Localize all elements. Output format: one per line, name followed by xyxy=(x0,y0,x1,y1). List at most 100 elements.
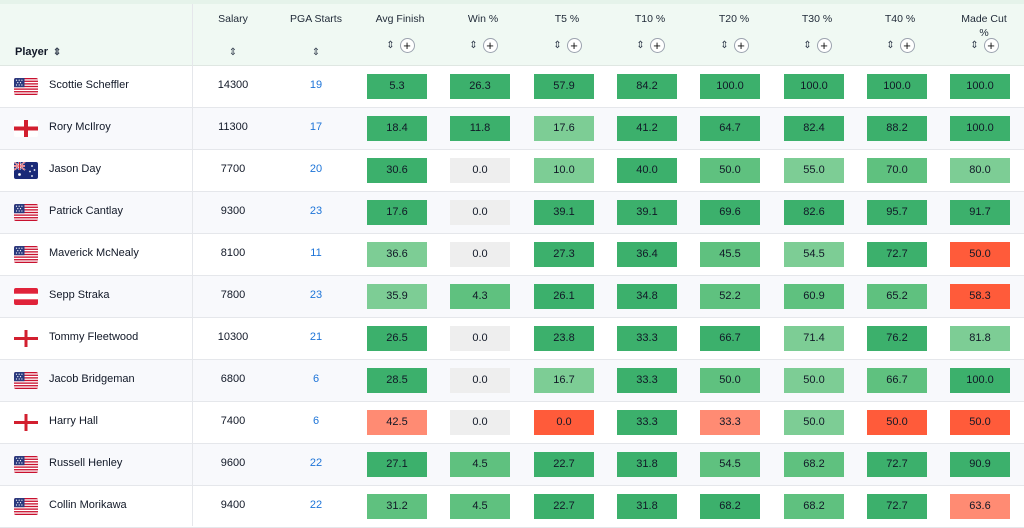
t20-column-header: T20 % ⇕ + xyxy=(694,8,774,53)
player-name[interactable]: Maverick McNealy xyxy=(49,247,139,259)
add-icon[interactable]: + xyxy=(733,38,749,53)
made-cut-cell: 91.7 xyxy=(950,200,1010,225)
pga-starts-link[interactable]: 23 xyxy=(309,289,323,301)
t10-cell: 41.2 xyxy=(617,116,677,141)
sort-icon[interactable]: ⇕ xyxy=(636,39,645,51)
t30-cell: 60.9 xyxy=(784,284,844,309)
sort-icon[interactable]: ⇕ xyxy=(720,39,729,51)
player-name[interactable]: Jacob Bridgeman xyxy=(49,373,135,385)
t30-cell: 82.4 xyxy=(784,116,844,141)
player-name[interactable]: Tommy Fleetwood xyxy=(49,331,139,343)
t20-header-label: T20 % xyxy=(718,13,750,25)
pga-starts-link[interactable]: 21 xyxy=(309,331,323,343)
table-row[interactable]: Tommy Fleetwood 10300 21 26.5 0.0 23.8 33.3 66.… xyxy=(0,318,1024,360)
t30-cell: 100.0 xyxy=(784,74,844,99)
sort-icon[interactable]: ⇕ xyxy=(386,39,395,51)
t40-cell: 70.0 xyxy=(867,158,927,183)
table-row[interactable]: Rory McIlroy 11300 17 18.4 11.8 17.6 41.2 64.7 8… xyxy=(0,108,1024,150)
player-name[interactable]: Harry Hall xyxy=(49,415,98,427)
pga-starts-link[interactable]: 17 xyxy=(309,121,323,133)
t5-cell: 26.1 xyxy=(534,284,594,309)
t40-cell: 95.7 xyxy=(867,200,927,225)
table-row[interactable]: Russell Henley 9600 22 27.1 4.5 22.7 31.8 54.5 6… xyxy=(0,444,1024,486)
sort-icon[interactable]: ⇕ xyxy=(803,39,812,51)
pga-starts-link[interactable]: 6 xyxy=(312,415,320,427)
salary-value: 11300 xyxy=(218,121,248,133)
england-flag-icon xyxy=(14,330,38,347)
made-cut-cell: 100.0 xyxy=(950,74,1010,99)
table-row[interactable]: Sepp Straka 7800 23 35.9 4.3 26.1 34.8 52.2 60.9… xyxy=(0,276,1024,318)
made-cut-cell: 90.9 xyxy=(950,452,1010,477)
add-icon[interactable]: + xyxy=(399,38,415,53)
avg-finish-cell: 36.6 xyxy=(367,242,427,267)
player-name[interactable]: Jason Day xyxy=(49,163,101,175)
player-name[interactable]: Scottie Scheffler xyxy=(49,79,129,91)
table-row[interactable]: Jason Day 7700 20 30.6 0.0 10.0 40.0 50.0 55.0 70… xyxy=(0,150,1024,192)
pga-starts-link[interactable]: 19 xyxy=(309,79,323,91)
pga-starts-link[interactable]: 22 xyxy=(309,457,323,469)
add-icon[interactable]: + xyxy=(566,38,582,53)
pga-starts-link[interactable]: 11 xyxy=(310,247,322,259)
t20-cell: 68.2 xyxy=(700,494,760,519)
win-pct-cell: 0.0 xyxy=(450,410,510,435)
t10-header-label: T10 % xyxy=(634,13,666,25)
t30-cell: 50.0 xyxy=(784,410,844,435)
add-icon[interactable]: + xyxy=(983,38,999,53)
t40-cell: 66.7 xyxy=(867,368,927,393)
us-flag-icon xyxy=(14,246,38,263)
player-name[interactable]: Rory McIlroy xyxy=(49,121,111,133)
sort-icon[interactable]: ⇕ xyxy=(52,47,62,58)
made-cut-cell: 81.8 xyxy=(950,326,1010,351)
sort-icon[interactable]: ⇕ xyxy=(970,39,979,51)
player-name[interactable]: Russell Henley xyxy=(49,457,123,469)
pga-starts-header-label: PGA Starts xyxy=(290,13,342,25)
pga-starts-link[interactable]: 23 xyxy=(309,205,323,217)
t5-header-label: T5 % xyxy=(554,13,580,25)
sort-icon[interactable]: ⇕ xyxy=(311,47,321,58)
pga-starts-link[interactable]: 6 xyxy=(312,373,320,385)
us-flag-icon xyxy=(14,498,38,515)
sort-icon[interactable]: ⇕ xyxy=(469,39,478,51)
pga-starts-link[interactable]: 20 xyxy=(309,163,323,175)
player-name[interactable]: Patrick Cantlay xyxy=(49,205,123,217)
add-icon[interactable]: + xyxy=(649,38,665,53)
sort-icon[interactable]: ⇕ xyxy=(553,39,562,51)
table-row[interactable]: Harry Hall 7400 6 42.5 0.0 0.0 33.3 33.3 50.0 50.… xyxy=(0,402,1024,444)
add-icon[interactable]: + xyxy=(899,38,915,53)
pga-starts-link[interactable]: 22 xyxy=(309,499,323,511)
table-row[interactable]: Patrick Cantlay 9300 23 17.6 0.0 39.1 39.1 69.6… xyxy=(0,192,1024,234)
t40-cell: 50.0 xyxy=(867,410,927,435)
t20-cell: 66.7 xyxy=(700,326,760,351)
player-name[interactable]: Collin Morikawa xyxy=(49,499,127,511)
salary-value: 14300 xyxy=(217,79,249,91)
table-row[interactable]: Maverick McNealy 8100 11 36.6 0.0 27.3 36.4 45.… xyxy=(0,234,1024,276)
table-row[interactable]: Collin Morikawa 9400 22 31.2 4.5 22.7 31.8 68.2… xyxy=(0,486,1024,528)
us-flag-icon xyxy=(14,372,38,389)
avg-finish-header-label: Avg Finish xyxy=(375,13,425,25)
table-row[interactable]: Jacob Bridgeman 6800 6 28.5 0.0 16.7 33.3 50.0 5… xyxy=(0,360,1024,402)
player-column-header[interactable]: Player ⇕ xyxy=(15,46,62,58)
top-border xyxy=(0,0,1024,4)
made-cut-column-header: Made Cut % ⇕ + xyxy=(944,8,1024,53)
t5-cell: 39.1 xyxy=(534,200,594,225)
table-header: Player ⇕ Salary ⇕ PGA Starts ⇕ Avg Finish… xyxy=(0,4,1024,66)
player-name[interactable]: Sepp Straka xyxy=(49,289,110,301)
t5-cell: 10.0 xyxy=(534,158,594,183)
sort-icon[interactable]: ⇕ xyxy=(886,39,895,51)
us-flag-icon xyxy=(14,456,38,473)
sort-icon[interactable]: ⇕ xyxy=(228,47,238,58)
t10-cell: 34.8 xyxy=(617,284,677,309)
add-icon[interactable]: + xyxy=(482,38,498,53)
made-cut-cell: 50.0 xyxy=(950,410,1010,435)
t40-cell: 76.2 xyxy=(867,326,927,351)
salary-value: 9300 xyxy=(220,205,246,217)
made-cut-cell: 100.0 xyxy=(950,368,1010,393)
add-icon[interactable]: + xyxy=(816,38,832,53)
t5-column-header: T5 % ⇕ + xyxy=(527,8,607,53)
australia-flag-icon xyxy=(14,162,38,179)
t30-cell: 68.2 xyxy=(784,494,844,519)
table-row[interactable]: Scottie Scheffler 14300 19 5.3 26.3 57.9 84.2 1… xyxy=(0,66,1024,108)
salary-value: 9400 xyxy=(220,499,246,511)
win-pct-cell: 0.0 xyxy=(450,368,510,393)
t30-cell: 54.5 xyxy=(784,242,844,267)
